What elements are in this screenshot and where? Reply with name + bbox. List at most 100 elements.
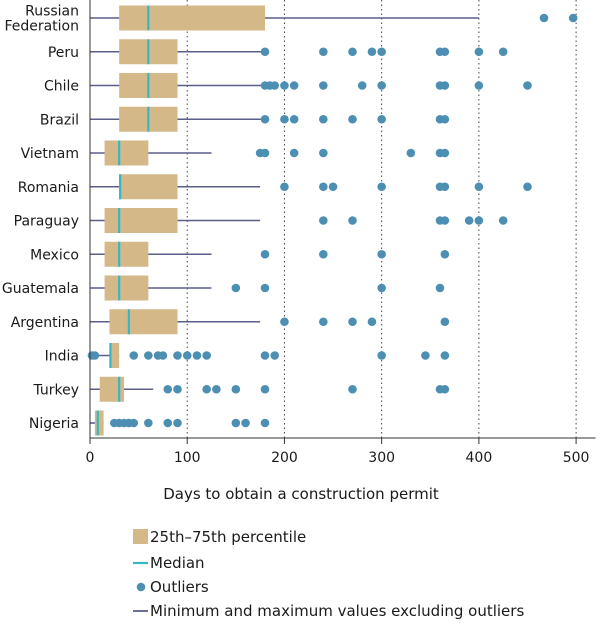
category-label-line: Federation [4, 19, 79, 35]
category-label: Guatemala [2, 281, 79, 297]
category-label-line: Brazil [40, 112, 79, 128]
outlier-point [440, 216, 450, 225]
outlier-point [406, 148, 416, 158]
category-label-line: Russian [25, 4, 79, 20]
outlier-point [129, 418, 139, 428]
category-label: Russian Federation [4, 4, 79, 35]
outlier-point [90, 351, 100, 360]
category-label-line: Vietnam [21, 146, 79, 162]
outlier-point [348, 114, 357, 124]
outlier-point [182, 351, 192, 360]
x-tick-label: 500 [563, 450, 590, 466]
legend-label: Minimum and maximum values excluding out… [150, 602, 524, 620]
outlier-point [231, 283, 241, 293]
box-row: Turkey [32, 376, 450, 402]
legend-label: 25th–75th percentile [150, 528, 306, 546]
x-tick-label: 200 [271, 450, 298, 466]
legend-outlier-swatch [136, 582, 146, 592]
outlier-point [173, 351, 182, 360]
category-label: Argentina [11, 315, 79, 331]
category-label-line: Mexico [30, 247, 79, 263]
outlier-point [421, 351, 430, 360]
legend-item: Outliers [136, 578, 209, 596]
outlier-point [348, 216, 357, 225]
outlier-point [440, 351, 450, 360]
category-label: Peru [48, 45, 79, 61]
box-row: Vietnam [21, 140, 450, 166]
category-label: Brazil [40, 112, 79, 128]
category-label: Nigeria [29, 416, 79, 432]
category-label-line: Paraguay [14, 214, 79, 230]
x-tick-label: 300 [368, 450, 395, 466]
box-row: Russian Federation [4, 4, 578, 35]
outlier-point [474, 47, 484, 57]
outlier-point [202, 351, 211, 360]
box-row: Nigeria [29, 410, 270, 436]
outlier-point [440, 114, 450, 124]
outlier-point [377, 81, 386, 90]
outlier-point [523, 182, 532, 192]
box-row: Paraguay [14, 208, 508, 233]
outlier-point [260, 249, 270, 259]
outlier-point [474, 81, 484, 90]
outlier-point [440, 182, 450, 192]
x-axis-ticks: 0 100 200 300 400 500 [86, 438, 590, 466]
outlier-point [377, 249, 386, 259]
category-label: Paraguay [14, 214, 79, 230]
outlier-point [173, 384, 182, 394]
outlier-point [319, 216, 328, 225]
outlier-point [231, 418, 241, 428]
legend-item: Minimum and maximum values excluding out… [133, 602, 524, 620]
outlier-point [440, 317, 450, 327]
iqr-box [99, 376, 125, 402]
iqr-box [119, 174, 178, 200]
outlier-point [367, 317, 377, 327]
iqr-box [109, 309, 178, 335]
iqr-box [104, 241, 149, 267]
outlier-point [435, 283, 445, 293]
box-row: Romania [18, 174, 532, 200]
outlier-point [440, 249, 450, 259]
x-tick-label: 0 [86, 450, 95, 466]
outlier-point [357, 81, 367, 90]
outlier-point [474, 216, 484, 225]
outlier-point [319, 249, 328, 259]
outlier-point [289, 148, 299, 158]
legend-label: Outliers [150, 578, 209, 596]
iqr-box [119, 5, 265, 31]
outlier-point [440, 47, 450, 57]
outlier-point [377, 47, 386, 57]
category-label-line: India [45, 349, 79, 365]
outlier-point [289, 114, 299, 124]
outlier-point [464, 216, 474, 225]
outlier-point [260, 148, 270, 158]
outlier-point [539, 13, 549, 23]
outlier-point [523, 81, 532, 90]
outlier-point [260, 418, 270, 428]
outlier-point [192, 351, 202, 360]
x-tick-label: 100 [174, 450, 201, 466]
outlier-point [328, 182, 338, 192]
outlier-point [377, 182, 386, 192]
iqr-box [109, 343, 120, 368]
iqr-box [104, 208, 178, 233]
outlier-point [144, 418, 153, 428]
outlier-point [319, 114, 328, 124]
box-row: Argentina [11, 309, 450, 335]
category-label-line: Chile [44, 79, 79, 95]
box-row: India [45, 343, 450, 368]
axes [89, 0, 596, 439]
box-row: Brazil [40, 106, 450, 132]
box-row: Mexico [30, 241, 450, 267]
category-label-line: Nigeria [29, 416, 79, 432]
outlier-point [377, 351, 386, 360]
outlier-point [158, 351, 168, 360]
outlier-point [144, 351, 153, 360]
outlier-point [270, 351, 280, 360]
outlier-point [348, 384, 357, 394]
box-row: Chile [44, 73, 532, 98]
legend-box-swatch [133, 529, 148, 544]
category-label: Romania [18, 180, 79, 196]
box-row: Guatemala [2, 275, 445, 301]
outlier-point [319, 317, 328, 327]
